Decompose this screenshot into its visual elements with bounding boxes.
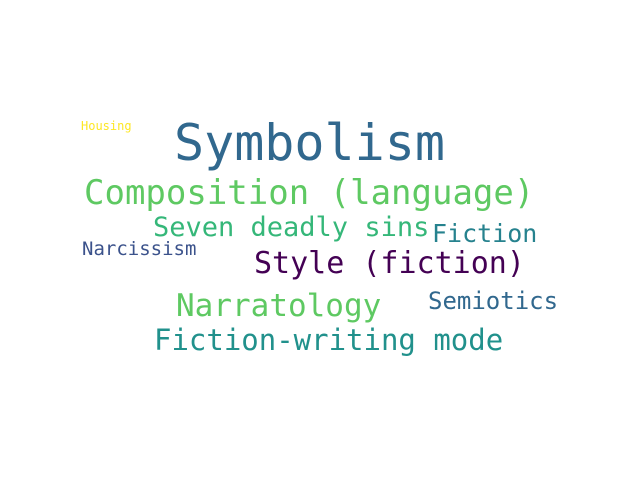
word-fiction: Fiction (432, 219, 538, 248)
word-symbolism: Symbolism (174, 114, 445, 172)
word-housing: Housing (81, 119, 132, 133)
word-style-fiction: Style (fiction) (254, 246, 525, 281)
word-seven-deadly-sins: Seven deadly sins (153, 212, 430, 243)
word-narcissism: Narcissism (82, 238, 197, 260)
word-composition-language: Composition (language) (84, 173, 535, 213)
word-semiotics: Semiotics (428, 287, 559, 315)
word-fiction-writing-mode: Fiction-writing mode (154, 323, 504, 357)
word-narratology: Narratology (176, 288, 382, 324)
